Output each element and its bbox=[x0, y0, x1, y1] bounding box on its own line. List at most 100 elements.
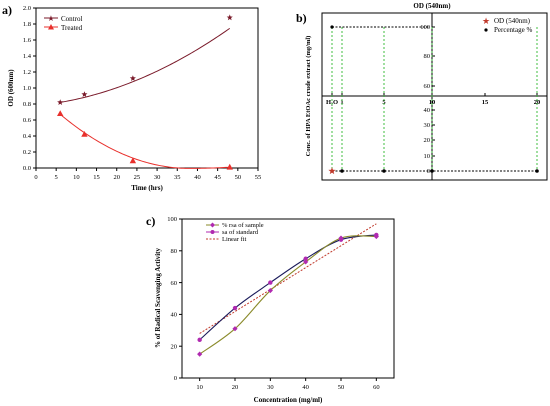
panel-a-ticks: 0 5 10 15 20 25 30 35 40 45 50 55 0.0 0.2 0.4 0.6 0.8 1.0… bbox=[23, 5, 261, 181]
panel-a-y-tick-label: 1.2 bbox=[23, 69, 31, 76]
percentage-point bbox=[535, 169, 539, 173]
legend-fit-label: Linear fit bbox=[222, 236, 247, 243]
control-series-line bbox=[60, 27, 231, 103]
panel-b-upper-y-tick-label: 100 bbox=[420, 24, 430, 31]
panel-c-y-tick-label: 100 bbox=[167, 216, 177, 223]
treated-point bbox=[57, 110, 64, 116]
panel-a-legend: ★ Control Treated bbox=[42, 12, 108, 32]
panel-b-x-tick-label: 20 bbox=[534, 99, 541, 106]
panel-c-y-tick-label: 0 bbox=[174, 375, 177, 382]
panel-a-legend-box bbox=[42, 12, 108, 32]
panel-c-x-tick-label: 20 bbox=[232, 384, 239, 391]
standard-point bbox=[268, 280, 273, 285]
panel-a-x-tick-label: 25 bbox=[134, 174, 141, 181]
legend-percentage-marker bbox=[484, 28, 488, 32]
legend-percentage-label: Percentage % bbox=[494, 26, 532, 34]
legend-control-marker: ★ bbox=[47, 14, 54, 23]
panel-c-y-tick-label: 40 bbox=[171, 312, 178, 319]
legend-standard-label: sa of standard bbox=[222, 229, 259, 236]
standard-point bbox=[303, 256, 308, 261]
standard-point bbox=[232, 305, 238, 311]
percentage-point bbox=[430, 169, 434, 173]
control-point bbox=[129, 75, 136, 81]
standard-series-line bbox=[199, 234, 377, 341]
legend-od540-marker: ★ bbox=[482, 16, 490, 26]
panel-b-title: OD (540nm) bbox=[413, 2, 451, 10]
rsa-series-line bbox=[199, 235, 377, 355]
panel-b-lower-y-tick-label: 10 bbox=[424, 153, 431, 160]
panel-a-x-tick-label: 5 bbox=[55, 174, 58, 181]
rsa-point bbox=[197, 351, 203, 357]
panel-b-x-tick-label: 15 bbox=[482, 99, 489, 106]
panel-c-x-tick-label: 50 bbox=[338, 384, 345, 391]
panel-c-plot-frame bbox=[181, 218, 395, 379]
panel-a-x-tick-label: 20 bbox=[113, 174, 120, 181]
panel-c-marks bbox=[197, 223, 379, 357]
panel-a-x-tick-label: 15 bbox=[93, 174, 100, 181]
panel-a-y-tick-label: 0.0 bbox=[23, 165, 31, 172]
panel-c-ylabel: % of Radical Scavenging Activity bbox=[154, 248, 162, 348]
treated-point bbox=[81, 131, 88, 137]
panel-a-y-tick-label: 1.6 bbox=[23, 37, 32, 44]
panel-a-x-tick-label: 30 bbox=[154, 174, 161, 181]
linear-fit-line bbox=[199, 223, 377, 334]
panel-c-xlabel: Concentration (mg/ml) bbox=[254, 396, 323, 404]
panel-b-lower-y-tick-label: 30 bbox=[424, 122, 431, 129]
panel-a-y-tick-label: 1.0 bbox=[23, 85, 31, 92]
panel-a-x-tick-label: 35 bbox=[174, 174, 181, 181]
control-point bbox=[57, 99, 64, 105]
panel-b-ylabel: Conc. of HPA EtOAc crude extract (mg/ml) bbox=[305, 36, 312, 157]
legend-standard-marker bbox=[210, 230, 215, 234]
panel-b-lower-y-tick-label: 40 bbox=[424, 107, 431, 114]
legend-control-label: Control bbox=[61, 15, 82, 23]
panel-a-y-tick-label: 0.8 bbox=[23, 101, 31, 108]
panel-a-x-tick-label: 50 bbox=[235, 174, 242, 181]
rsa-point bbox=[303, 259, 309, 265]
legend-treated-marker bbox=[48, 24, 54, 30]
panel-a-x-tick-label: 10 bbox=[73, 174, 80, 181]
panel-a-x-tick-label: 55 bbox=[255, 174, 262, 181]
percentage-point bbox=[340, 169, 344, 173]
panel-c-x-tick-label: 10 bbox=[196, 384, 203, 391]
panel-b-legend: ★ OD (540nm) Percentage % bbox=[482, 16, 532, 34]
legend-od540-label: OD (540nm) bbox=[494, 17, 531, 25]
panel-b-lower-y-tick-label: 20 bbox=[424, 137, 431, 144]
panel-c-y-tick-label: 80 bbox=[171, 248, 178, 255]
panel-b-x-tick-label: H₂O bbox=[326, 99, 338, 106]
panel-a-y-tick-label: 0.2 bbox=[23, 149, 31, 156]
panel-a-y-tick-label: 1.4 bbox=[23, 53, 32, 60]
panel-a-y-tick-label: 0.6 bbox=[23, 117, 32, 124]
rsa-point bbox=[338, 235, 344, 241]
rsa-point bbox=[373, 233, 379, 240]
panel-a-letter: a) bbox=[2, 3, 12, 17]
panel-b-upper-y-tick-label: 60 bbox=[424, 83, 431, 90]
panel-a-x-tick-label: 40 bbox=[194, 174, 201, 181]
panel-a: a) 0 5 10 15 20 25 30 35 40 45 50 55 0.0 0.2 0.4 0.6 0.8… bbox=[2, 3, 261, 192]
panel-a-x-tick-label: 45 bbox=[214, 174, 221, 181]
panel-a-ylabel: OD (600nm) bbox=[7, 69, 15, 107]
percentage-point bbox=[330, 25, 334, 29]
panel-b-letter: b) bbox=[296, 11, 307, 25]
panel-c-x-tick-label: 40 bbox=[302, 384, 309, 391]
panel-b-x-tick-label: 10 bbox=[429, 99, 436, 106]
od540-point bbox=[328, 167, 336, 175]
treated-point bbox=[226, 163, 233, 170]
panel-b: b) OD (540nm) H₂O 1 5 10 15 20608010001020304… bbox=[296, 2, 548, 181]
panel-c-legend: % rsa of sample sa of standard Linear fi… bbox=[206, 222, 264, 243]
panel-c-y-tick-label: 20 bbox=[171, 343, 178, 350]
standard-point bbox=[197, 337, 202, 343]
panel-a-y-tick-label: 0.4 bbox=[23, 133, 32, 140]
panel-a-marks bbox=[57, 14, 233, 170]
panel-b-upper-y-tick-label: 80 bbox=[424, 53, 431, 60]
panel-b-x-tick-label: 1 bbox=[340, 99, 343, 106]
control-point bbox=[226, 14, 233, 21]
legend-rsa-marker bbox=[210, 222, 215, 228]
panel-b-lower-y-tick-label: 0 bbox=[427, 168, 430, 175]
rsa-point bbox=[267, 287, 273, 294]
panel-c-x-tick-label: 30 bbox=[267, 384, 274, 391]
panel-b-x-tick-label: 5 bbox=[382, 99, 386, 106]
legend-rsa-label: % rsa of sample bbox=[222, 222, 264, 229]
percentage-point bbox=[382, 169, 386, 173]
panel-a-y-tick-label: 1.8 bbox=[23, 21, 31, 28]
